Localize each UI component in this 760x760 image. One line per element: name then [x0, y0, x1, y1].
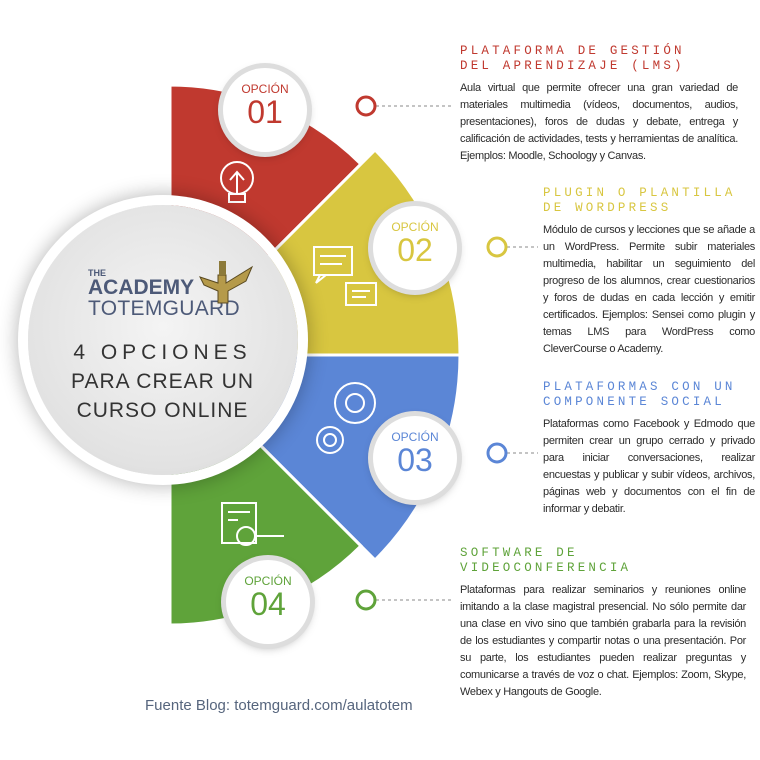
option-description-2: Módulo de cursos y lecciones que se añad… [543, 224, 755, 355]
option-number: 03 [397, 442, 433, 478]
option-label: OPCIÓN [241, 82, 289, 96]
logo-totemguard: TOTEMGUARD [88, 297, 240, 320]
option-title-4: SOFTWARE DE VIDEOCONFERENCIA [460, 546, 632, 575]
logo-the: THE [88, 268, 106, 278]
marker-ring [355, 95, 377, 117]
headline: 4 OPCIONES PARA CREAR UN CURSO ONLINE [60, 338, 265, 425]
headline-line-1: 4 OPCIONES [73, 341, 252, 364]
logo-academy: ACADEMY [88, 276, 195, 299]
option-badge-2: OPCIÓN 02 [373, 206, 457, 290]
academy-totemguard-logo: THE ACADEMY TOTEMGUARD [88, 268, 240, 320]
headline-line-2: PARA CREAR UN [71, 370, 254, 393]
option-badge-3: OPCIÓN 03 [373, 416, 457, 500]
option-label: OPCIÓN [391, 220, 439, 234]
source-credit: Fuente Blog: totemguard.com/aulatotem [145, 697, 413, 714]
headline-line-3: CURSO ONLINE [76, 399, 249, 422]
chat-bubbles-icon [313, 246, 377, 306]
option-title-1: PLATAFORMA DE GESTIÓN DEL APRENDIZAJE (L… [460, 44, 685, 73]
marker-ring [355, 589, 377, 611]
option-label: OPCIÓN [391, 430, 439, 444]
gears-icon [316, 382, 376, 454]
option-title-2: PLUGIN O PLANTILLA DE WORDPRESS [543, 186, 736, 215]
marker-ring [486, 442, 508, 464]
option-number: 02 [397, 232, 433, 268]
option-badge-1: OPCIÓN 01 [223, 68, 307, 152]
option-number: 01 [247, 94, 283, 130]
lightbulb-icon [220, 161, 254, 203]
totem-icon [199, 261, 254, 304]
document-search-icon [221, 502, 284, 546]
option-number: 04 [250, 586, 286, 622]
option-description-3: Plataformas como Facebook y Edmodo que p… [543, 418, 755, 515]
option-description-4: Plataformas para realizar seminarios y r… [460, 584, 746, 698]
option-title-3: PLATAFORMAS CON UN COMPONENTE SOCIAL [543, 380, 736, 409]
option-description-1: Aula virtual que permite ofrecer una gra… [460, 82, 738, 162]
center-circle [28, 205, 298, 475]
option-badge-4: OPCIÓN 04 [226, 560, 310, 644]
marker-ring [486, 236, 508, 258]
option-label: OPCIÓN [244, 574, 292, 588]
